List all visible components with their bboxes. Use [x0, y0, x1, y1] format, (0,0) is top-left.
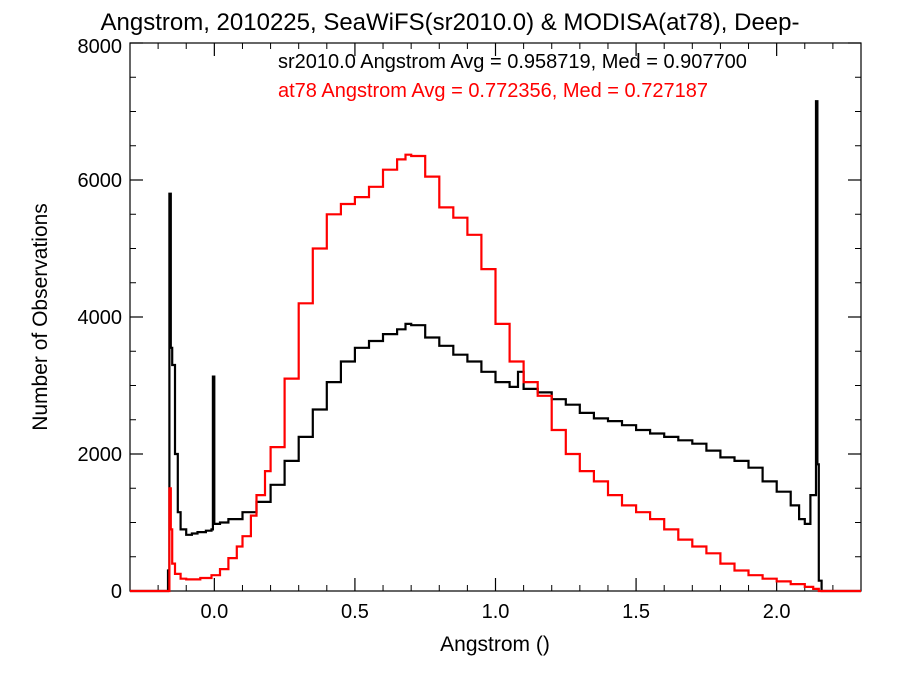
- x-tick-label: 2.0: [763, 601, 791, 623]
- series-sr2010-line: [130, 100, 861, 593]
- x-tick-label: 0.0: [200, 601, 228, 623]
- y-tick-label: 4000: [78, 307, 123, 329]
- x-axis-label: Angstrom (): [440, 633, 550, 656]
- series-layer: [130, 100, 861, 593]
- series-at78-line: [130, 153, 861, 593]
- y-tick-label: 6000: [78, 170, 123, 192]
- legend-entry-sr2010: sr2010.0 Angstrom Avg = 0.958719, Med = …: [278, 51, 747, 73]
- y-tick-label: 2000: [78, 444, 123, 466]
- x-tick-label: 1.5: [622, 601, 650, 623]
- x-tick-label: 1.0: [482, 601, 510, 623]
- y-axis-label: Number of Observations: [29, 203, 52, 431]
- x-tick-label: 0.5: [341, 601, 369, 623]
- y-tick-label: 0: [111, 581, 122, 603]
- y-tick-label: 8000: [78, 36, 123, 58]
- legend-entry-at78: at78 Angstrom Avg = 0.772356, Med = 0.72…: [278, 80, 708, 102]
- chart-title: Angstrom, 2010225, SeaWiFS(sr2010.0) & M…: [101, 9, 800, 36]
- axes: 0.0 0.5 1.0 1.5 2.0 0 2000 4000 6000 8000: [78, 36, 862, 623]
